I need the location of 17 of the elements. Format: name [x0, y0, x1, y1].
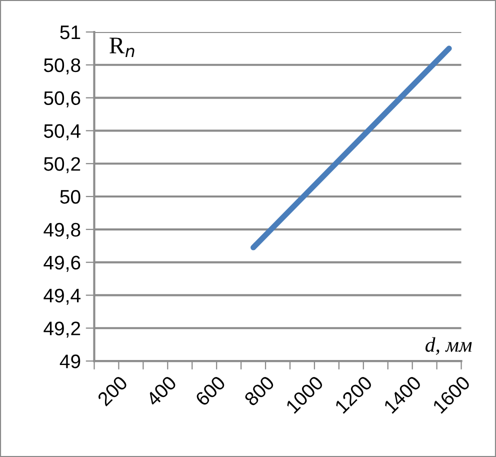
y-tick-label: 50,2: [44, 157, 80, 174]
y-tick-label: 49,4: [44, 288, 80, 305]
y-tick-label: 51: [60, 26, 80, 40]
x-tick-label: 400: [145, 375, 178, 407]
y-tick-label: 50,4: [44, 124, 80, 140]
y-tick-label: 50: [60, 190, 80, 204]
y-tick-label: 49,2: [44, 322, 80, 338]
x-tick-label: 200: [96, 375, 128, 407]
x-tick-label: 800: [244, 375, 276, 407]
x-axis-title: d, мм: [426, 337, 472, 355]
y-tick-label: 50,6: [44, 91, 80, 108]
y-tick-label: 49,6: [44, 256, 80, 272]
y-axis-title: R$_{n}$: [110, 38, 134, 58]
x-tick-label: 600: [194, 375, 226, 407]
y-tick-label: 49: [60, 354, 80, 368]
y-tick-label: 50,8: [44, 58, 80, 74]
y-tick-label: 49,8: [44, 222, 80, 239]
